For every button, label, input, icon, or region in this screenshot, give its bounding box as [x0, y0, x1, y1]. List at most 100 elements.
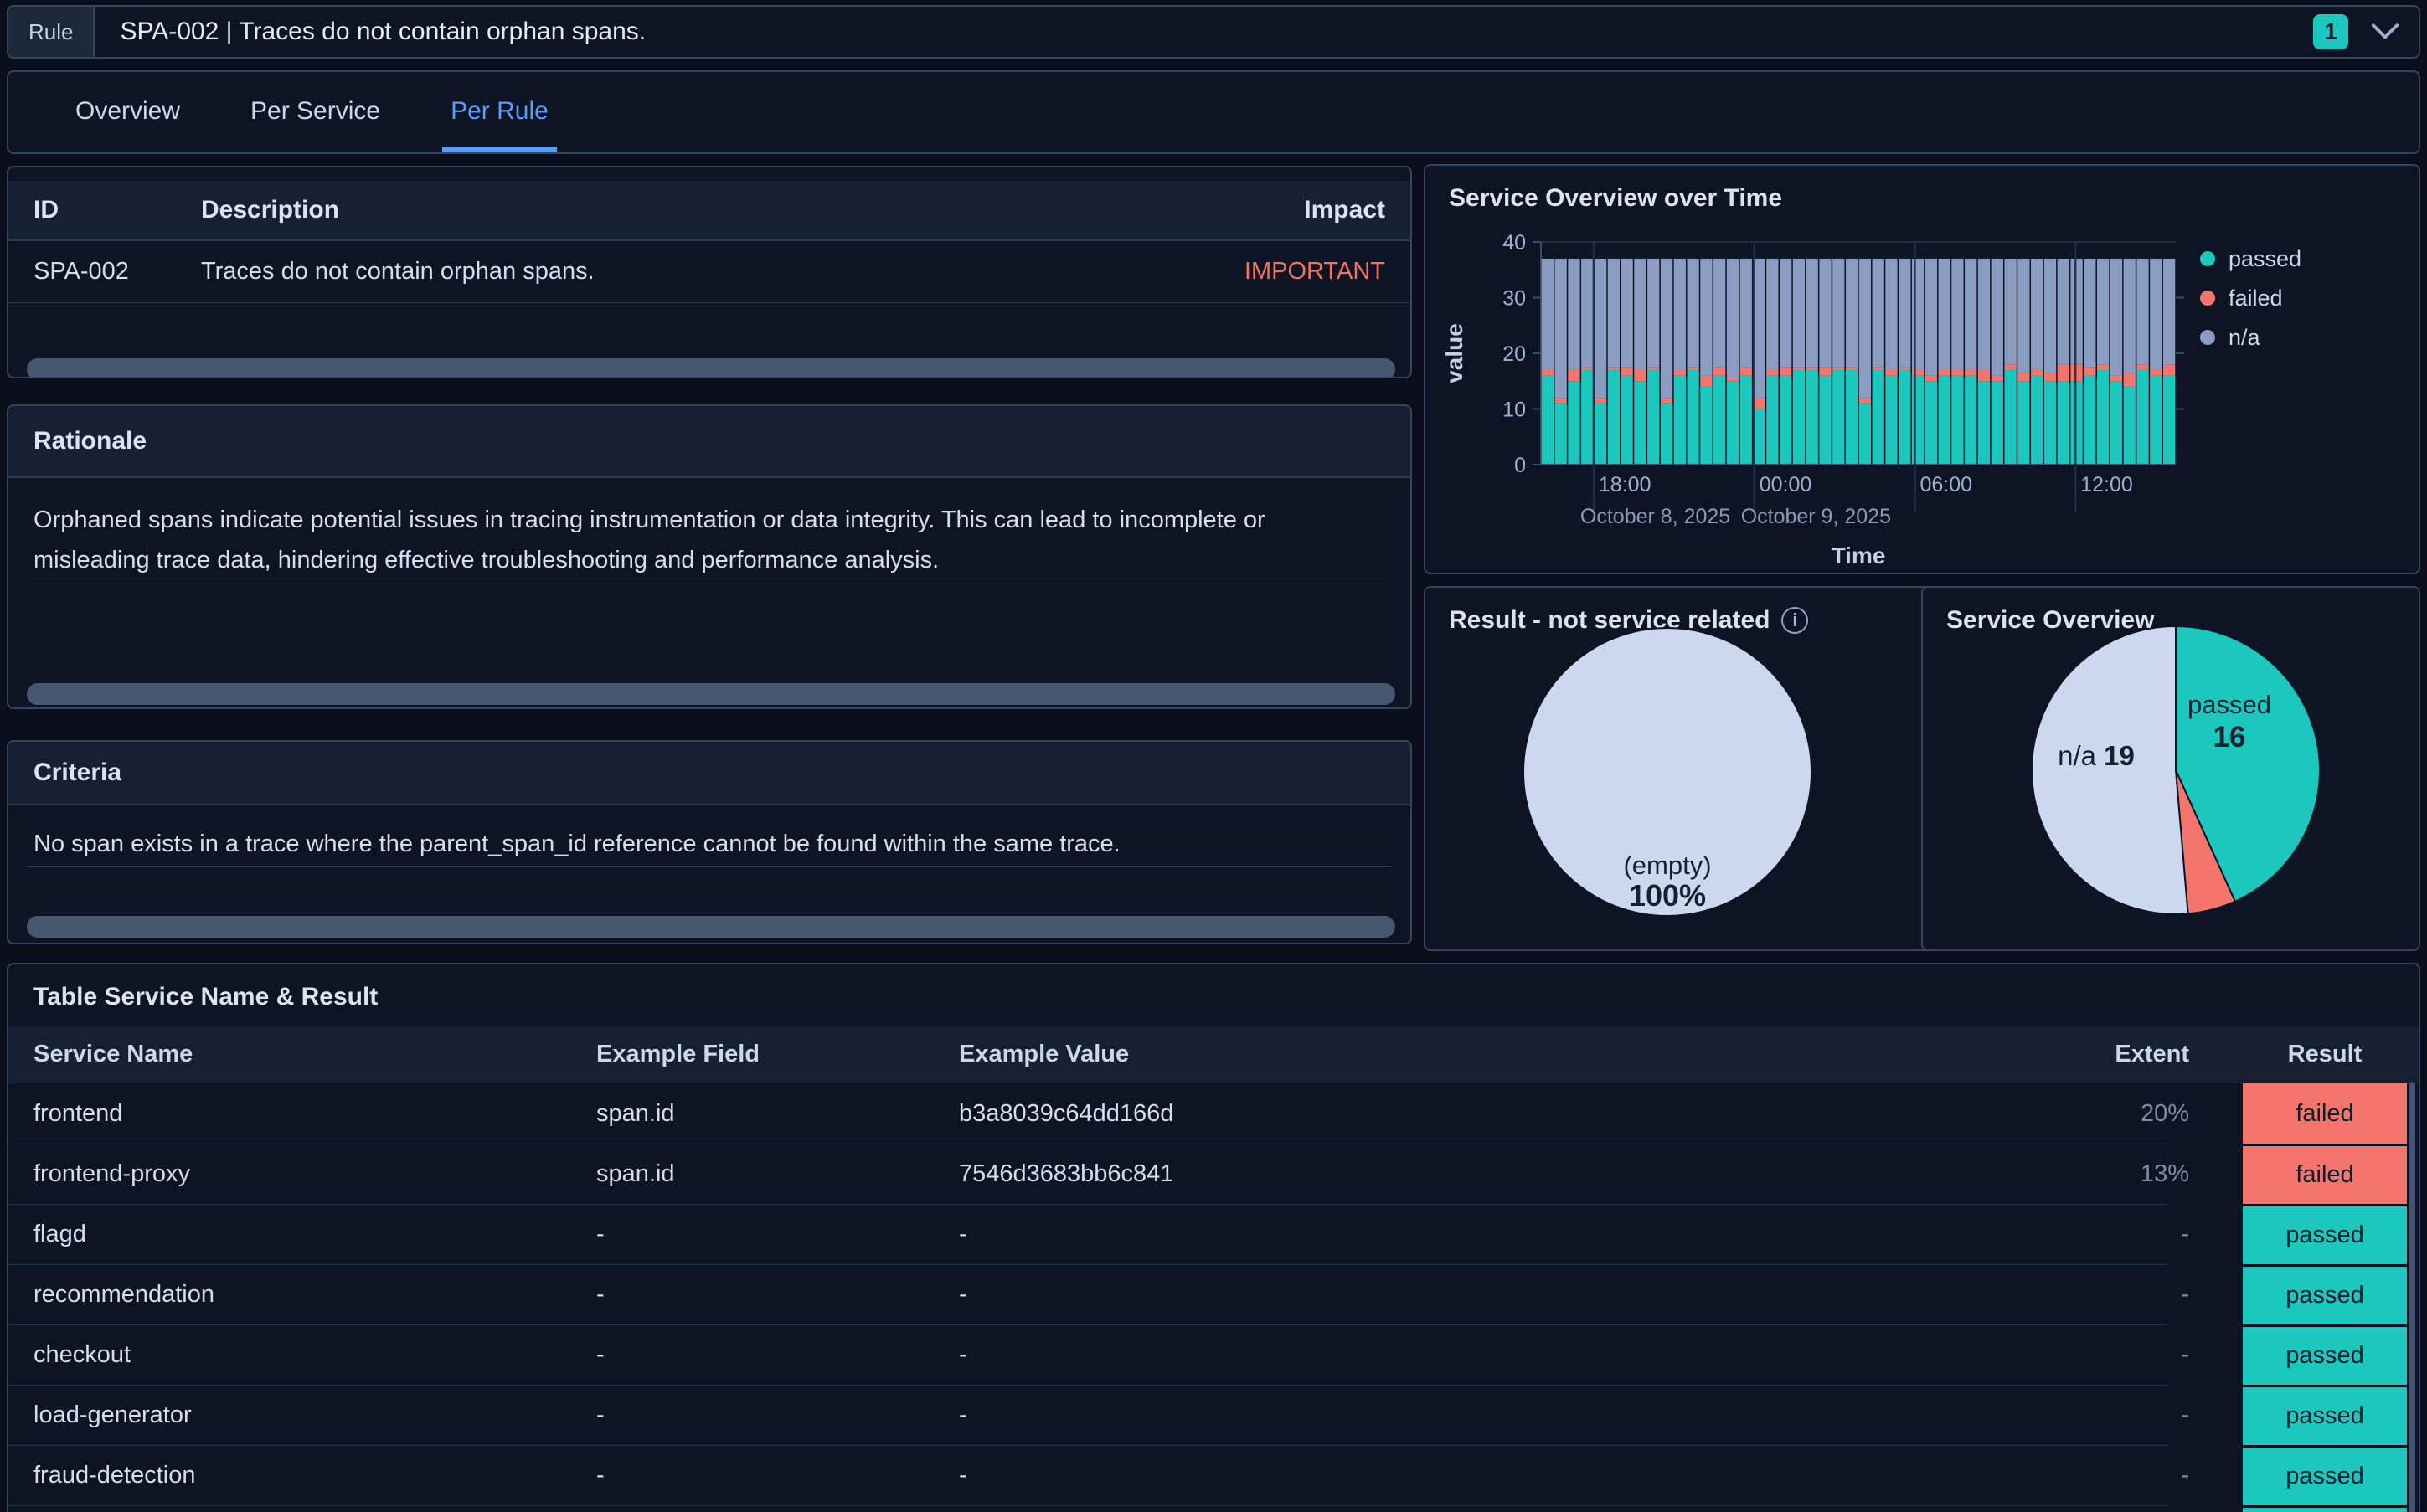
bar-na [1819, 258, 1832, 368]
bar-na [1806, 258, 1818, 368]
bar-failed [1885, 369, 1898, 376]
legend-item-failed[interactable]: failed [2200, 285, 2301, 311]
extent-cell: 13% [2140, 1160, 2189, 1187]
extent-cell: - [2181, 1280, 2189, 1308]
legend-item-passed[interactable]: passed [2200, 246, 2301, 271]
bar-na [1925, 258, 1937, 376]
bar-failed [1700, 375, 1713, 387]
bar-passed [2057, 381, 2069, 465]
rule-count-badge[interactable]: 1 [2313, 14, 2348, 49]
bar-na [1832, 258, 1845, 368]
service-name-cell: recommendation [33, 1280, 214, 1308]
y-tick-label: 40 [1502, 231, 1526, 255]
result-badge-failed: failed [2243, 1144, 2407, 1204]
bar-passed [1554, 403, 1567, 465]
bar-passed [1739, 375, 1752, 465]
bar-failed [1938, 369, 1950, 376]
bar-failed [1541, 369, 1554, 376]
bar-failed [1554, 398, 1567, 404]
horizontal-scrollbar[interactable] [27, 683, 1395, 705]
info-icon[interactable]: i [1781, 607, 1809, 634]
bar-passed [1687, 369, 1699, 465]
bar-na [1766, 258, 1779, 370]
bar-na [1621, 258, 1633, 368]
example-value-cell: b3a8039c64dd166d [959, 1099, 1174, 1127]
bar-failed [1753, 398, 1765, 409]
extent-cell: - [2181, 1461, 2189, 1489]
col-service-name: Service Name [33, 1041, 193, 1067]
rule-table-panel: ID Description Impact SPA-002 Traces do … [7, 166, 1412, 378]
bar-na [1991, 258, 2003, 376]
bar-passed [1806, 369, 1818, 465]
tab-per-service[interactable]: Per Service [250, 97, 381, 125]
x-tick-label: 06:00 [1919, 473, 1972, 496]
bar-passed [1726, 381, 1739, 465]
rule-impact-badge: IMPORTANT [1244, 258, 1385, 285]
example-field-cell: - [596, 1340, 605, 1368]
topbar-right: 1 [2313, 7, 2419, 57]
service-name-cell: fraud-detection [33, 1461, 196, 1489]
horizontal-scrollbar[interactable] [27, 358, 1395, 377]
bar-failed [1806, 367, 1818, 370]
rule-table-header: ID Description Impact [8, 181, 1410, 241]
example-value-cell: - [959, 1461, 967, 1489]
legend-item-na[interactable]: n/a [2200, 325, 2301, 350]
col-extent: Extent [2115, 1041, 2189, 1067]
bar-failed [1899, 367, 1911, 370]
bar-na [1568, 258, 1580, 370]
example-field-cell: - [596, 1280, 605, 1308]
vertical-scrollbar[interactable] [2409, 1082, 2415, 1512]
bar-failed [2162, 364, 2176, 376]
bar-na [1660, 258, 1673, 399]
table-row-partial [8, 1505, 2419, 1512]
bar-passed [1673, 375, 1686, 465]
bar-passed [1977, 381, 1991, 465]
result-badge-passed: passed [2243, 1385, 2407, 1445]
rationale-panel: Rationale Orphaned spans indicate potent… [7, 404, 1412, 709]
example-field-cell: - [596, 1401, 605, 1428]
bar-failed [2004, 364, 2017, 370]
bar-passed [1858, 403, 1872, 465]
tab-overview[interactable]: Overview [75, 97, 181, 125]
bar-na [1938, 258, 1950, 370]
bar-na [1647, 258, 1660, 368]
bar-failed [1581, 367, 1594, 370]
bar-passed [2017, 381, 2030, 465]
bar-failed [1739, 367, 1752, 376]
bar-failed [1660, 398, 1673, 404]
bar-na [2162, 258, 2176, 365]
example-field-cell: span.id [596, 1099, 675, 1127]
example-value-cell: - [959, 1220, 967, 1247]
bar-failed [1991, 375, 2003, 382]
chevron-down-icon[interactable] [2370, 22, 2400, 42]
bar-failed [2097, 364, 2110, 370]
bar-na [1726, 258, 1739, 378]
y-tick-label: 30 [1502, 287, 1526, 311]
bar-failed [1634, 369, 1646, 382]
service-pie-title: Service Overview [1946, 606, 2155, 634]
horizontal-scrollbar[interactable] [27, 916, 1395, 938]
bar-passed [2004, 369, 2017, 465]
bar-na [2110, 258, 2123, 376]
bar-na [1581, 258, 1594, 368]
service-name-cell: frontend-proxy [33, 1160, 190, 1187]
tab-per-rule[interactable]: Per Rule [442, 97, 557, 152]
bar-failed [1951, 369, 1964, 376]
bar-passed [1634, 381, 1646, 465]
bar-passed [2084, 375, 2096, 465]
bar-failed [1819, 367, 1832, 376]
bar-passed [2110, 381, 2123, 465]
bar-na [2136, 258, 2149, 365]
legend-dot [2200, 251, 2215, 266]
legend-dot [2200, 330, 2215, 345]
bar-failed [1965, 369, 1977, 376]
bar-na [1858, 258, 1872, 399]
bar-na [1687, 258, 1699, 368]
x-tick-label: 00:00 [1760, 473, 1812, 496]
example-value-cell: - [959, 1340, 967, 1368]
pie-label-na: n/a 19 [2058, 740, 2135, 771]
bar-passed [2043, 381, 2057, 465]
example-value-cell: - [959, 1280, 967, 1308]
col-description: Description [201, 196, 340, 224]
